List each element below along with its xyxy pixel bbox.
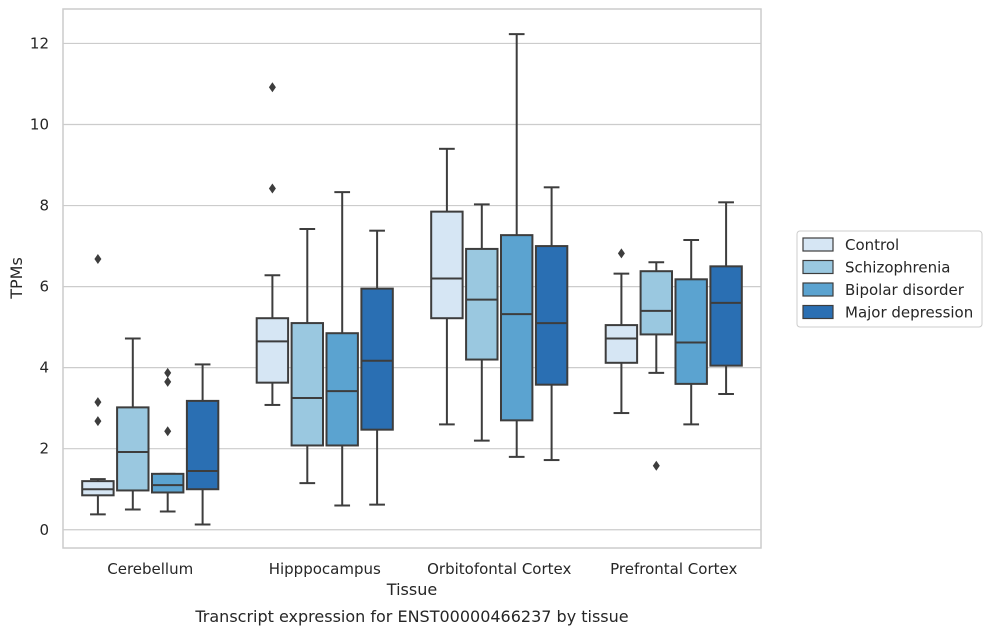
x-tick-label: Orbitofontal Cortex (427, 560, 571, 578)
box-iqr (325, 332, 359, 447)
outlier-point (94, 397, 102, 408)
y-axis-ticks: 0 2 4 6 8 10 12 (30, 34, 49, 538)
box-iqr (499, 234, 534, 422)
x-tick-label: Hipppocampus (269, 560, 381, 578)
y-tick-label: 8 (39, 197, 49, 215)
box (465, 203, 499, 442)
box (430, 147, 464, 426)
legend-label: Schizophrenia (845, 259, 950, 277)
x-tick-label: Prefrontal Cortex (610, 560, 737, 578)
box (150, 367, 185, 513)
outlier-point (268, 82, 276, 93)
y-tick-label: 2 (39, 440, 49, 458)
outlier-point (652, 460, 660, 471)
outlier-point (164, 376, 172, 387)
outlier-point (617, 248, 625, 259)
legend: Control Schizophrenia Bipolar disorder Majo… (796, 230, 983, 328)
y-axis-label: TPMs (7, 257, 26, 300)
legend-swatch (802, 237, 834, 252)
outlier-point (94, 254, 102, 265)
legend-swatch (802, 259, 834, 275)
y-tick-label: 0 (39, 521, 49, 539)
plot-frame (62, 8, 762, 549)
box-iqr (360, 287, 394, 431)
legend-frame (796, 230, 983, 328)
box-iqr (81, 480, 115, 497)
box (709, 201, 743, 395)
legend-label: Bipolar disorder (845, 281, 965, 299)
box-iqr (255, 317, 290, 384)
y-tick-label: 6 (39, 278, 49, 296)
box-iqr (639, 270, 674, 336)
box-iqr (674, 278, 708, 385)
y-tick-label: 12 (30, 34, 49, 52)
x-axis-label: Tissue (386, 580, 437, 599)
box-iqr (290, 322, 325, 447)
x-axis-ticks: Cerebellum Hipppocampus Orbitofontal Corte… (107, 560, 737, 578)
box (534, 186, 569, 462)
outlier-point (164, 367, 172, 378)
box-iqr (116, 406, 150, 492)
box (639, 261, 674, 471)
box (290, 228, 325, 485)
box-iqr (604, 324, 639, 364)
legend-label: Control (845, 236, 899, 254)
y-tick-label: 10 (30, 116, 49, 134)
box (325, 191, 359, 507)
chart-caption: Transcript expression for ENST0000046623… (194, 607, 628, 626)
box (674, 239, 708, 426)
box (81, 254, 115, 516)
box-iqr (709, 265, 743, 367)
box-iqr (185, 399, 220, 491)
box (185, 363, 220, 526)
outlier-point (94, 416, 102, 427)
box (116, 337, 150, 511)
outlier-point (164, 426, 172, 437)
box-iqr (430, 210, 464, 320)
y-tick-label: 4 (39, 359, 49, 377)
box-iqr (534, 245, 569, 386)
legend-items: Control Schizophrenia Bipolar disorder Majo… (802, 236, 973, 322)
legend-label: Major depression (845, 304, 973, 322)
box (604, 248, 639, 415)
outlier-point (268, 183, 276, 194)
legend-swatch (802, 282, 834, 297)
box (360, 229, 394, 506)
box (255, 82, 290, 406)
x-tick-label: Cerebellum (107, 560, 193, 578)
box-iqr (465, 247, 499, 361)
box-iqr (150, 472, 185, 494)
box-plot-series (81, 33, 743, 526)
box (499, 33, 534, 458)
grid-lines (63, 42, 761, 531)
legend-swatch (802, 304, 834, 320)
